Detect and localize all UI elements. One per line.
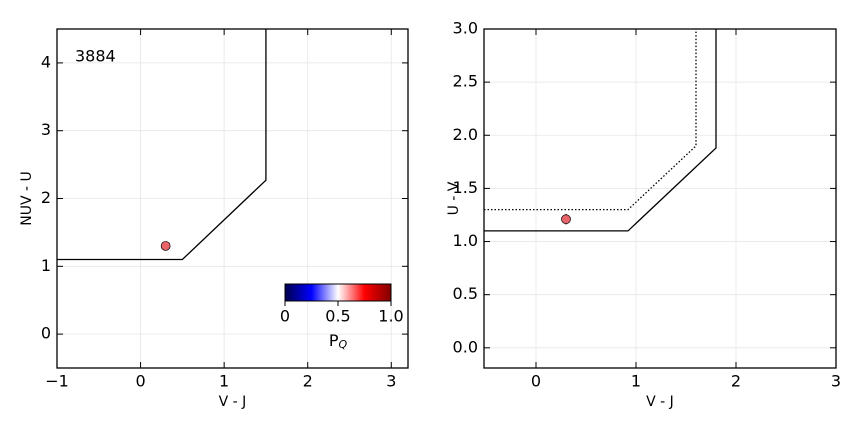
y-tick-label: 0.0 [453,337,478,356]
y-tick-label: 0 [41,324,51,343]
y-tick-label: 1 [41,256,51,275]
y-axis-label: U - V [446,181,462,215]
annotation: 3884 [75,47,116,66]
colorbar-label-sub: Q [338,338,347,351]
y-tick-label: 2.5 [453,72,478,91]
y-tick-label: 1.0 [453,231,478,250]
axes-frame [56,28,409,369]
x-tick-label: 2 [303,372,313,391]
boundary-line [57,29,267,261]
colorbar-label: PQ [329,331,348,352]
boundary-line [484,29,697,211]
x-tick-label: 3 [831,372,841,391]
x-tick-label: 0 [135,372,145,391]
y-tick-label: 2 [41,188,51,207]
x-tick-label: 0 [531,372,541,391]
colorbar-tick-label: 0 [280,307,290,326]
y-tick-label: 0.5 [453,284,478,303]
x-tick-label: −1 [45,372,69,391]
colorbar-label-main: P [329,331,339,350]
x-tick-label: 2 [731,372,741,391]
y-tick-label: 1.5 [453,178,478,197]
data-point [561,214,571,225]
y-tick-label: 2.0 [453,125,478,144]
y-axis-label: NUV - U [19,171,35,226]
x-axis-label: V - J [646,394,674,410]
colorbar [284,283,392,302]
x-tick-label: 1 [631,372,641,391]
colorbar-tick-label: 0.5 [325,307,350,326]
data-point [160,241,171,251]
colorbar-tick-label: 1.0 [378,307,403,326]
y-tick-label: 3 [41,120,51,139]
x-tick-label: 3 [386,372,396,391]
y-tick-label: 4 [41,52,51,71]
boundary-line [484,29,717,232]
x-tick-label: 1 [219,372,229,391]
x-axis-label: V - J [219,394,247,410]
y-tick-label: 3.0 [453,19,478,38]
axes-frame [483,28,837,369]
